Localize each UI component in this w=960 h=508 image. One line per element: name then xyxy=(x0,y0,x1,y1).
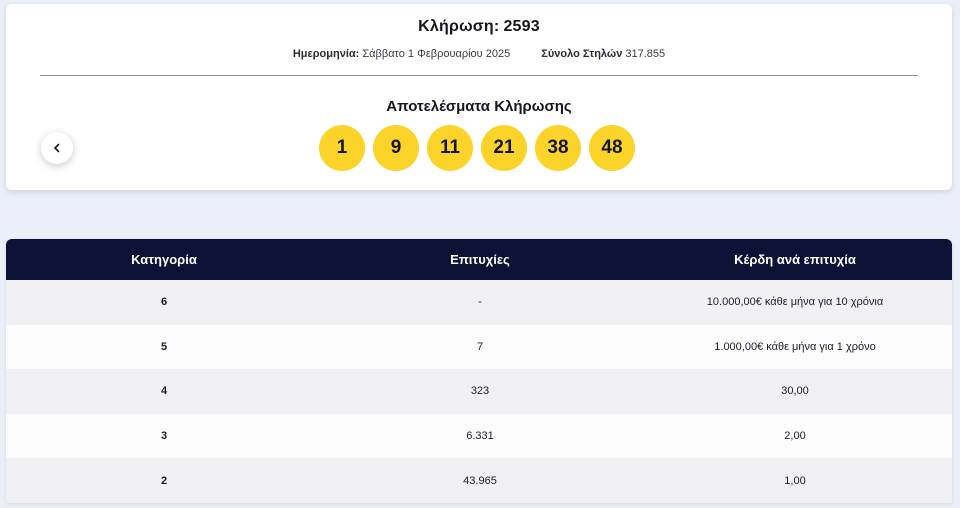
header-prize: Κέρδη ανά επιτυχία xyxy=(734,252,856,267)
prize-cell: 30,00 xyxy=(781,385,809,398)
draw-title-label: Κλήρωση: xyxy=(418,18,500,35)
chevron-left-icon xyxy=(52,143,62,153)
prize-cell: 10.000,00€ κάθε μήνα για 10 χρόνια xyxy=(706,296,884,309)
winners-cell: 323 xyxy=(470,385,490,398)
winning-numbers: 1 9 11 21 38 48 xyxy=(319,125,635,171)
category-cell: 4 xyxy=(160,385,168,398)
number-ball: 38 xyxy=(535,125,581,171)
table-body: 6 - 10.000,00€ κάθε μήνα για 10 χρόνια 5… xyxy=(6,280,952,503)
divider xyxy=(40,75,918,76)
draw-columns-value: 317.855 xyxy=(625,48,666,60)
table-row: 4 323 30,00 xyxy=(6,369,952,414)
table-row: 2 43.965 1,00 xyxy=(6,458,952,503)
draw-meta: Ημερομηνία: Σάββατο 1 Φεβρουαρίου 2025 Σ… xyxy=(6,48,952,60)
prize-table: Κατηγορία Επιτυχίες Κέρδη ανά επιτυχία 6… xyxy=(6,239,952,503)
category-cell: 3 xyxy=(160,430,168,443)
draw-columns: Σύνολο Στηλών 317.855 xyxy=(541,48,665,60)
draw-date-label: Ημερομηνία: xyxy=(292,48,360,60)
results-title: Αποτελέσματα Κλήρωσης xyxy=(386,98,572,115)
number-ball: 9 xyxy=(373,125,419,171)
winners-cell: 7 xyxy=(476,340,484,353)
number-ball: 11 xyxy=(427,125,473,171)
number-ball: 48 xyxy=(589,125,635,171)
previous-draw-button[interactable] xyxy=(41,132,73,164)
draw-columns-label: Σύνολο Στηλών xyxy=(541,48,623,60)
draw-info-card: Κλήρωση: 2593 Ημερομηνία: Σάββατο 1 Φεβρο… xyxy=(6,4,952,190)
draw-date-value: Σάββατο 1 Φεβρουαρίου 2025 xyxy=(362,48,511,60)
winners-cell: - xyxy=(478,296,482,309)
winners-cell: 6.331 xyxy=(466,430,494,443)
prize-cell: 1.000,00€ κάθε μήνα για 1 χρόνο xyxy=(714,340,876,353)
table-row: 5 7 1.000,00€ κάθε μήνα για 1 χρόνο xyxy=(6,324,952,370)
category-cell: 2 xyxy=(160,474,168,487)
header-category: Κατηγορία xyxy=(131,252,197,267)
category-cell: 5 xyxy=(160,340,168,353)
draw-number: 2593 xyxy=(503,18,540,35)
winners-cell: 43.965 xyxy=(463,474,497,487)
draw-date: Ημερομηνία: Σάββατο 1 Φεβρουαρίου 2025 xyxy=(293,48,513,60)
number-ball: 1 xyxy=(319,125,365,171)
header-winners: Επιτυχίες xyxy=(450,252,510,267)
table-row: 6 - 10.000,00€ κάθε μήνα για 10 χρόνια xyxy=(6,280,952,325)
draw-title: Κλήρωση: 2593 xyxy=(6,18,952,36)
table-row: 3 6.331 2,00 xyxy=(6,413,952,459)
prize-cell: 2,00 xyxy=(784,430,806,443)
prize-cell: 1,00 xyxy=(784,474,806,487)
category-cell: 6 xyxy=(160,296,168,309)
table-header: Κατηγορία Επιτυχίες Κέρδη ανά επιτυχία xyxy=(6,239,952,280)
number-ball: 21 xyxy=(481,125,527,171)
